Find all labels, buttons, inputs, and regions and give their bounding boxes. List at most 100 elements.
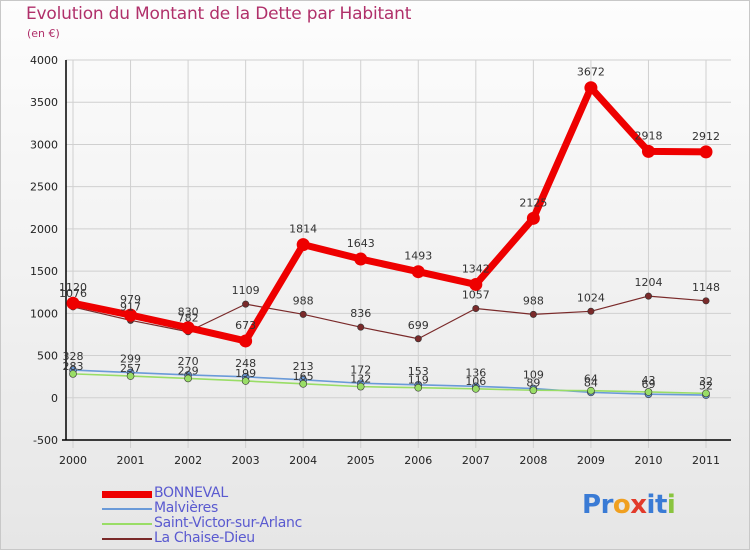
data-point — [241, 377, 250, 385]
data-label: 1057 — [462, 289, 490, 302]
series-line — [72, 369, 707, 396]
data-point — [299, 310, 307, 318]
data-label: 1148 — [692, 281, 720, 294]
x-tick-label: 2010 — [634, 454, 662, 467]
x-tick-label: 2008 — [519, 454, 547, 467]
logo-letter: x — [630, 490, 647, 520]
legend-swatch — [102, 490, 152, 498]
logo-letter: o — [612, 490, 631, 520]
data-label: 2912 — [692, 130, 720, 143]
data-point — [411, 265, 425, 279]
data-label: 830 — [178, 306, 199, 319]
data-label: 2918 — [634, 129, 662, 142]
data-label: 1342 — [462, 262, 490, 275]
legend-label: Saint-Victor-sur-Arlanc — [154, 515, 303, 531]
data-point — [126, 372, 135, 380]
logo-letter: i — [646, 490, 656, 520]
data-label: 84 — [584, 377, 598, 390]
data-label: 979 — [120, 293, 141, 306]
legend-label: La Chaise-Dieu — [154, 530, 255, 546]
y-tick-label: 0 — [51, 392, 58, 405]
x-tick-label: 2007 — [462, 454, 490, 467]
data-label: 1109 — [232, 284, 260, 297]
data-label: 229 — [178, 364, 199, 377]
y-tick-label: 3000 — [30, 138, 58, 151]
data-point — [529, 310, 537, 318]
data-label: 132 — [350, 373, 371, 386]
x-tick-label: 2004 — [289, 454, 317, 467]
data-label: 988 — [293, 294, 314, 307]
x-tick-label: 2009 — [577, 454, 605, 467]
data-label: 2125 — [519, 196, 547, 209]
data-label: 673 — [235, 319, 256, 332]
legend-label: BONNEVAL — [154, 485, 228, 501]
data-label: 153 — [408, 365, 429, 378]
legend-swatch — [102, 508, 152, 510]
series-line — [72, 84, 707, 345]
data-label: 89 — [526, 376, 540, 389]
data-point — [699, 145, 713, 159]
data-point — [702, 297, 710, 305]
data-point — [414, 335, 422, 343]
data-point — [299, 380, 307, 388]
data-point — [414, 383, 423, 392]
data-label: 283 — [63, 360, 84, 373]
data-point — [526, 211, 540, 225]
x-tick-label: 2002 — [174, 454, 202, 467]
data-point — [529, 386, 538, 395]
series-line — [72, 295, 707, 340]
x-tick-label: 2000 — [59, 454, 87, 467]
legend-item: BONNEVAL — [102, 485, 402, 501]
y-tick-label: 4000 — [30, 54, 58, 67]
data-label: 136 — [465, 366, 486, 379]
data-point — [356, 382, 365, 391]
data-label: 106 — [465, 375, 486, 388]
y-tick-label: 2500 — [30, 181, 58, 194]
data-point — [587, 386, 595, 395]
data-point — [296, 238, 310, 252]
data-label: 3672 — [577, 66, 605, 79]
data-label: 172 — [350, 363, 371, 376]
legend-label: Malvières — [154, 500, 218, 516]
data-label: 1120 — [59, 281, 87, 294]
data-label: 1814 — [289, 223, 317, 236]
data-point — [472, 305, 480, 313]
chart-subtitle: (en €) — [27, 27, 60, 40]
data-label: 328 — [63, 350, 84, 363]
y-tick-label: 3500 — [30, 96, 58, 109]
series-line — [72, 373, 707, 395]
logo-letter: t — [654, 490, 667, 520]
series-malvi-res — [69, 366, 710, 399]
data-label: 270 — [178, 355, 199, 368]
data-point — [181, 321, 195, 335]
data-label: 988 — [523, 294, 544, 307]
data-point — [184, 374, 192, 383]
data-point — [469, 277, 483, 291]
data-label: 1076 — [59, 287, 87, 300]
data-label: 199 — [235, 367, 256, 380]
data-label: 109 — [523, 369, 544, 382]
series-bonneval — [66, 81, 713, 348]
data-point — [587, 307, 595, 315]
data-label: 917 — [120, 300, 141, 313]
y-tick-label: -500 — [33, 434, 58, 447]
data-label: 299 — [120, 353, 141, 366]
logo-letter: i — [666, 490, 676, 520]
data-point — [66, 296, 80, 310]
logo-letter: r — [600, 490, 614, 520]
data-point — [641, 144, 655, 158]
legend-item: Malvières — [102, 500, 402, 516]
legend-swatch — [102, 523, 152, 525]
data-label: 699 — [408, 319, 429, 332]
data-label: 69 — [641, 378, 655, 391]
series-saint-victor-sur-arlanc — [69, 370, 710, 398]
data-label: 52 — [699, 379, 713, 392]
data-label: 248 — [235, 357, 256, 370]
data-point — [69, 370, 77, 378]
legend-item: Saint-Victor-sur-Arlanc — [102, 515, 402, 531]
data-point — [644, 388, 653, 396]
data-label: 1204 — [634, 276, 662, 289]
data-point — [472, 385, 480, 393]
x-tick-label: 2011 — [692, 454, 720, 467]
chart-legend: BONNEVAL Malvières Saint-Victor-sur-Arlanc… — [102, 485, 402, 546]
